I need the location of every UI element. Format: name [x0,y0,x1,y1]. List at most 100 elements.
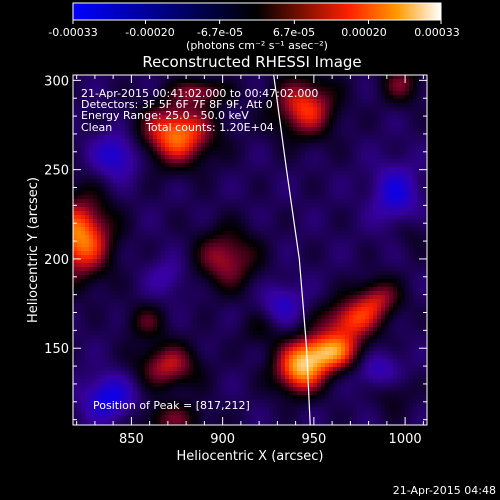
heatmap-pixel [289,171,294,176]
heatmap-pixel [257,191,262,196]
heatmap-pixel [161,171,166,176]
heatmap-pixel [285,183,290,188]
heatmap-pixel [193,251,198,256]
heatmap-pixel [329,283,334,288]
heatmap-pixel [357,83,362,88]
heatmap-pixel [409,107,414,112]
heatmap-pixel [377,263,382,268]
heatmap-pixel [365,247,370,252]
heatmap-pixel [357,279,362,284]
heatmap-pixel [161,143,166,148]
heatmap-pixel [285,195,290,200]
heatmap-pixel [157,107,162,112]
heatmap-pixel [377,231,382,236]
heatmap-pixel [157,239,162,244]
heatmap-pixel [265,219,270,224]
heatmap-pixel [325,239,330,244]
heatmap-pixel [425,223,427,228]
heatmap-pixel [405,103,410,108]
heatmap-pixel [233,155,238,160]
heatmap-pixel [189,119,194,124]
heatmap-pixel [93,99,98,104]
heatmap-pixel [313,155,318,160]
heatmap-pixel [345,131,350,136]
heatmap-pixel [133,119,138,124]
heatmap-pixel [401,219,406,224]
heatmap-pixel [129,231,134,236]
heatmap-pixel [201,127,206,132]
heatmap-pixel [213,155,218,160]
heatmap-pixel [217,243,222,248]
heatmap-pixel [417,231,422,236]
heatmap-pixel [341,275,346,280]
heatmap-pixel [237,107,242,112]
heatmap-pixel [213,191,218,196]
heatmap-pixel [421,119,426,124]
heatmap-pixel [253,283,258,288]
heatmap-pixel [285,239,290,244]
heatmap-pixel [201,175,206,180]
heatmap-pixel [209,91,214,96]
heatmap-pixel [105,147,110,152]
heatmap-pixel [389,123,394,128]
heatmap-pixel [425,119,427,124]
heatmap-pixel [353,127,358,132]
heatmap-pixel [401,227,406,232]
heatmap-pixel [153,211,158,216]
heatmap-pixel [93,115,98,120]
heatmap-pixel [245,147,250,152]
heatmap-pixel [93,179,98,184]
heatmap-pixel [133,271,138,276]
heatmap-pixel [341,271,346,276]
heatmap-pixel [121,167,126,172]
heatmap-pixel [125,275,130,280]
heatmap-pixel [309,123,314,128]
heatmap-pixel [185,147,190,152]
heatmap-pixel [149,179,154,184]
heatmap-pixel [209,275,214,280]
heatmap-pixel [421,143,426,148]
heatmap-pixel [157,271,162,276]
heatmap-pixel [405,239,410,244]
heatmap-pixel [89,291,94,296]
heatmap-pixel [273,187,278,192]
heatmap-pixel [209,111,214,116]
heatmap-pixel [189,75,194,80]
heatmap-pixel [249,239,254,244]
heatmap-pixel [301,259,306,264]
heatmap-pixel [317,239,322,244]
heatmap-pixel [233,287,238,292]
heatmap-pixel [337,243,342,248]
heatmap-pixel [373,103,378,108]
heatmap-pixel [261,143,266,148]
heatmap-pixel [389,151,394,156]
heatmap-pixel [197,163,202,168]
heatmap-pixel [361,211,366,216]
heatmap-pixel [121,135,126,140]
heatmap-pixel [161,179,166,184]
heatmap-pixel [185,103,190,108]
heatmap-pixel [221,131,226,136]
heatmap-pixel [253,87,258,92]
heatmap-pixel [337,79,342,84]
heatmap-pixel [425,235,427,240]
heatmap-pixel [113,243,118,248]
heatmap-pixel [333,111,338,116]
heatmap-pixel [421,171,426,176]
heatmap-pixel [89,127,94,132]
heatmap-pixel [317,243,322,248]
heatmap-pixel [381,87,386,92]
heatmap-pixel [229,243,234,248]
heatmap-pixel [325,283,330,288]
heatmap-pixel [237,135,242,140]
heatmap-pixel [161,251,166,256]
heatmap-pixel [361,151,366,156]
heatmap-pixel [249,203,254,208]
heatmap-pixel [337,171,342,176]
heatmap-pixel [361,283,366,288]
heatmap-pixel [113,195,118,200]
heatmap-pixel [165,243,170,248]
heatmap-pixel [221,163,226,168]
heatmap-pixel [129,183,134,188]
heatmap-pixel [285,243,290,248]
